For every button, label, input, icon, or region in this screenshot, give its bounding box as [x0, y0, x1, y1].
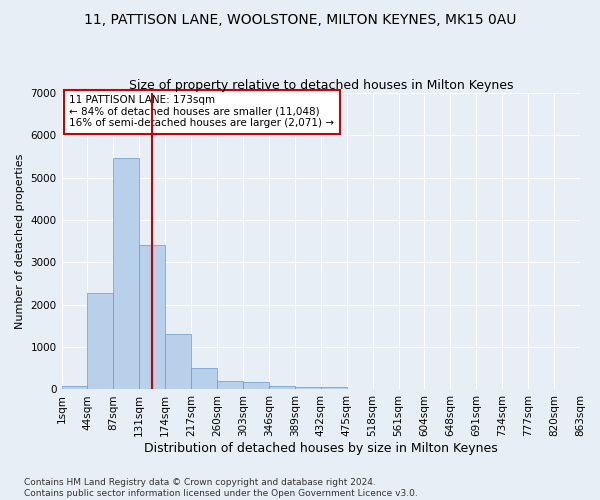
Bar	[191, 368, 217, 390]
Bar	[269, 386, 295, 390]
Text: Contains HM Land Registry data © Crown copyright and database right 2024.
Contai: Contains HM Land Registry data © Crown c…	[24, 478, 418, 498]
Bar	[165, 334, 191, 390]
Bar	[139, 244, 165, 390]
Bar	[321, 387, 347, 390]
Y-axis label: Number of detached properties: Number of detached properties	[15, 154, 25, 329]
Bar	[88, 293, 113, 390]
Text: 11, PATTISON LANE, WOOLSTONE, MILTON KEYNES, MK15 0AU: 11, PATTISON LANE, WOOLSTONE, MILTON KEY…	[84, 12, 516, 26]
Bar	[217, 381, 243, 390]
Bar	[113, 158, 139, 390]
Title: Size of property relative to detached houses in Milton Keynes: Size of property relative to detached ho…	[128, 79, 513, 92]
Bar	[62, 386, 88, 390]
Bar	[295, 386, 321, 390]
Bar	[243, 382, 269, 390]
X-axis label: Distribution of detached houses by size in Milton Keynes: Distribution of detached houses by size …	[144, 442, 497, 455]
Text: 11 PATTISON LANE: 173sqm
← 84% of detached houses are smaller (11,048)
16% of se: 11 PATTISON LANE: 173sqm ← 84% of detach…	[70, 96, 334, 128]
